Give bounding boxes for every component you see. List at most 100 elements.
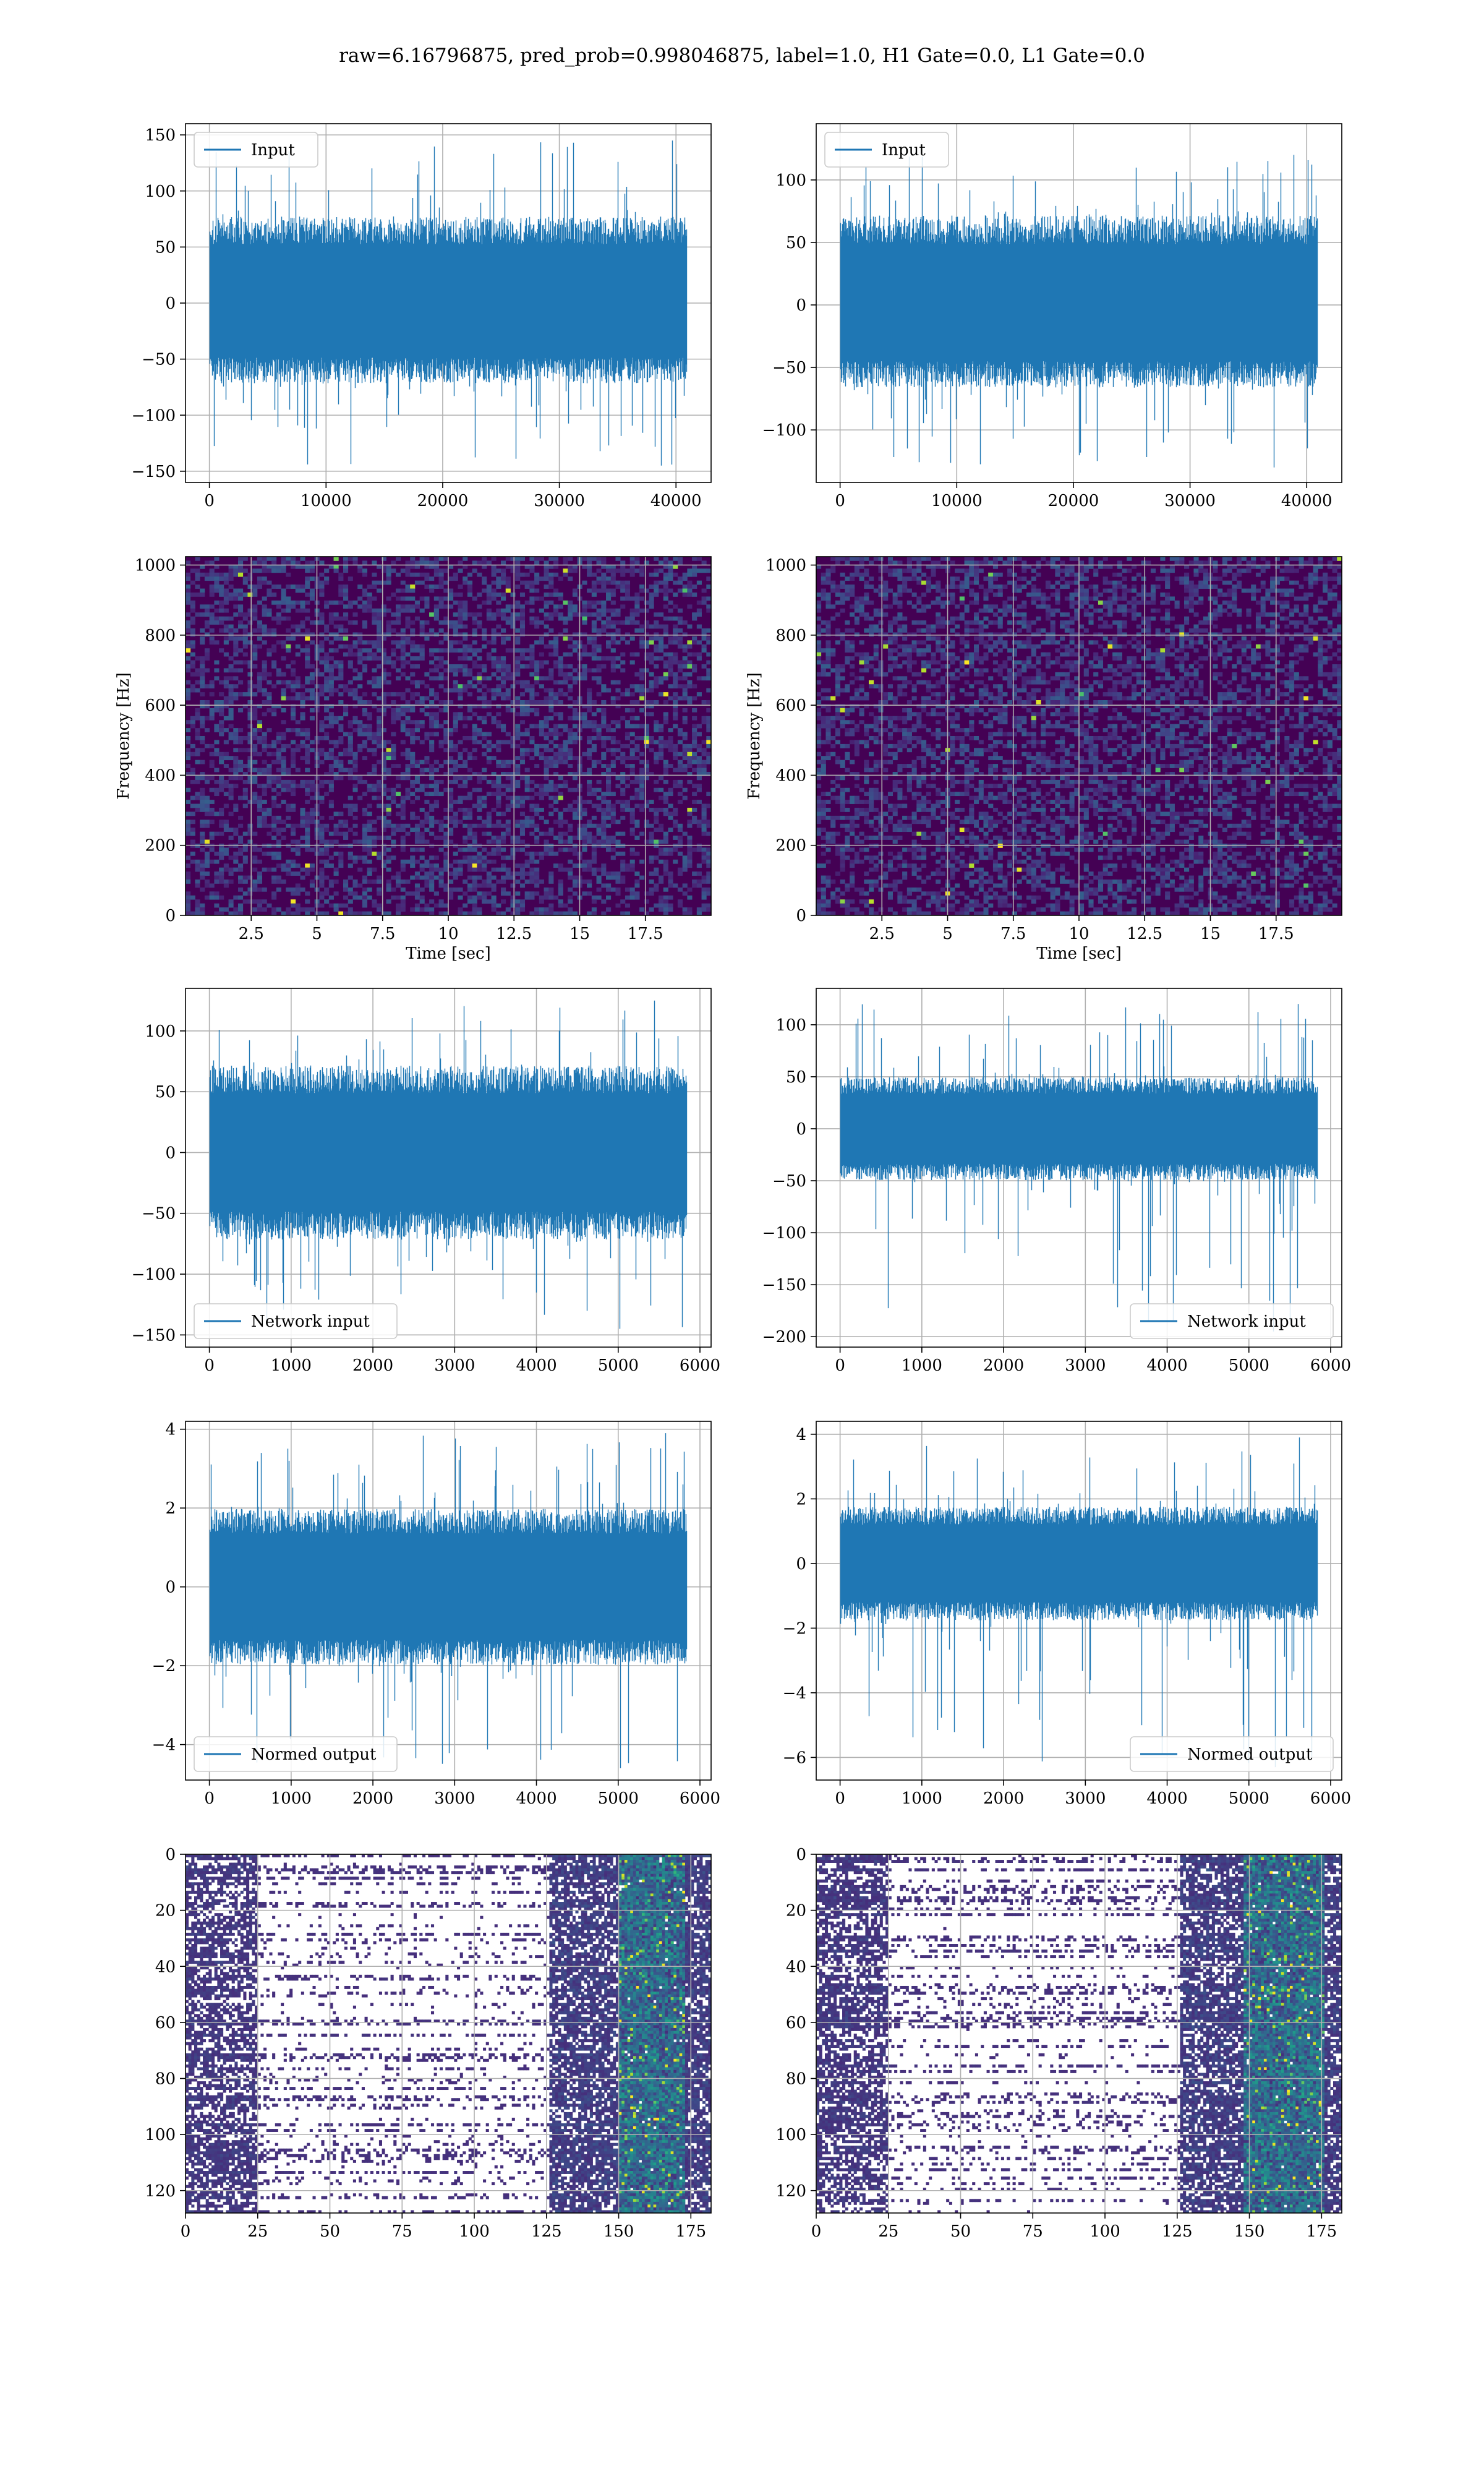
spectrogram-cell: [204, 895, 210, 900]
spectrogram-cell: [916, 568, 922, 573]
spectrogram-cell: [639, 692, 645, 696]
spectrogram-cell: [926, 564, 931, 569]
spectrogram-cell: [668, 740, 673, 745]
spectrogram-cell: [291, 760, 296, 764]
spectrogram-cell: [267, 867, 272, 872]
spectrogram-cell: [338, 859, 344, 864]
spectrogram-cell: [286, 859, 291, 864]
spectrogram-cell: [410, 628, 416, 633]
spectrogram-cell: [424, 859, 430, 864]
spectrogram-cell: [424, 903, 430, 908]
spectrogram-cell: [486, 880, 492, 884]
spectrogram-cell: [228, 664, 234, 669]
spectrogram-cell: [463, 748, 468, 753]
spectrogram-cell: [309, 640, 315, 645]
spectrogram-cell: [610, 572, 616, 577]
spectrogram-cell: [505, 608, 511, 613]
spectrogram-cell: [696, 911, 702, 915]
spectrogram-cell: [333, 811, 339, 816]
spectrogram-cell: [692, 820, 697, 824]
spectrogram-cell: [1203, 568, 1209, 573]
spectrogram-cell: [467, 828, 473, 833]
spectrogram-cell: [362, 779, 368, 784]
spectrogram-cell: [501, 656, 506, 661]
spectrogram-cell: [663, 716, 668, 721]
spectrogram-cell: [300, 732, 305, 737]
spectrogram-cell: [305, 680, 310, 685]
spectrogram-cell: [414, 839, 420, 844]
spectrogram-cell: [496, 740, 501, 745]
spectrogram-cell: [491, 847, 497, 852]
spectrogram-cell: [281, 616, 286, 621]
spectrogram-cell: [496, 779, 501, 784]
spectrogram-cell: [410, 720, 416, 725]
spectrogram-cell: [200, 692, 205, 696]
spectrogram-cell: [396, 875, 401, 880]
spectrogram-cell: [472, 712, 477, 717]
spectrogram-cell: [362, 604, 368, 609]
spectrogram-cell: [204, 652, 210, 657]
spectrogram-cell: [186, 588, 191, 593]
spectrogram-cell: [897, 560, 903, 565]
spectrogram-cell: [443, 748, 449, 753]
spectrogram-cell: [629, 612, 635, 617]
spectrogram-cell: [587, 736, 592, 740]
spectrogram-cell: [654, 811, 659, 816]
spectrogram-cell: [673, 756, 678, 761]
spectrogram-cell: [582, 867, 587, 872]
spectrogram-cell: [482, 696, 487, 701]
spectrogram-cell: [186, 728, 191, 732]
spectrogram-cell: [625, 732, 631, 737]
spectrogram-cell: [706, 668, 711, 673]
spectrogram-cell: [548, 584, 554, 589]
spectrogram-cell: [209, 800, 215, 804]
spectrogram-cell: [348, 760, 353, 764]
spectrogram-cell: [529, 672, 535, 677]
spectrogram-cell: [472, 660, 477, 665]
spectrogram-cell: [458, 600, 463, 605]
spectrogram-cell: [568, 828, 573, 833]
spectrogram-cell: [386, 847, 391, 852]
spectrogram-cell: [214, 557, 220, 561]
spectrogram-cell: [328, 704, 334, 709]
spectrogram-cell: [501, 664, 506, 669]
spectrogram-cell: [357, 743, 363, 748]
spectrogram-cell: [396, 784, 401, 789]
spectrogram-cell: [443, 604, 449, 609]
spectrogram-cell: [668, 736, 673, 740]
spectrogram-cell: [558, 891, 563, 896]
spectrogram-cell: [400, 604, 406, 609]
spectrogram-cell: [496, 911, 501, 915]
spectrogram-cell: [257, 815, 263, 820]
spectrogram-cell: [539, 795, 544, 800]
spectrogram-cell: [343, 604, 349, 609]
spectrogram-cell: [286, 743, 291, 748]
spectrogram-cell: [663, 800, 668, 804]
spectrogram-cell: [324, 652, 330, 657]
spectrogram-cell: [701, 596, 707, 601]
spectrogram-cell: [262, 772, 267, 776]
spectrogram-cell: [639, 568, 645, 573]
spectrogram-cell: [639, 684, 645, 689]
spectrogram-cell: [410, 620, 416, 625]
spectrogram-cell: [649, 704, 654, 709]
spectrogram-cell: [247, 764, 253, 768]
spectrogram-cell: [615, 831, 621, 836]
spectrogram-cell: [305, 560, 310, 565]
spectrogram-cell: [443, 728, 449, 732]
spectrogram-cell: [467, 680, 473, 685]
spectrogram-cell: [625, 895, 631, 900]
spectrogram-cell: [696, 883, 702, 888]
spectrogram-cell: [333, 903, 339, 908]
spectrogram-cell: [558, 732, 563, 737]
spectrogram-cell: [400, 636, 406, 641]
spectrogram-cell: [300, 588, 305, 593]
spectrogram-cell: [615, 704, 621, 709]
spectrogram-cell: [615, 557, 621, 561]
spectrogram-cell: [391, 612, 396, 617]
spectrogram-cell: [214, 871, 220, 876]
spectrogram-cell: [472, 907, 477, 912]
spectrogram-cell: [668, 871, 673, 876]
spectrogram-cell: [477, 863, 482, 868]
spectrogram-cell: [372, 644, 377, 649]
